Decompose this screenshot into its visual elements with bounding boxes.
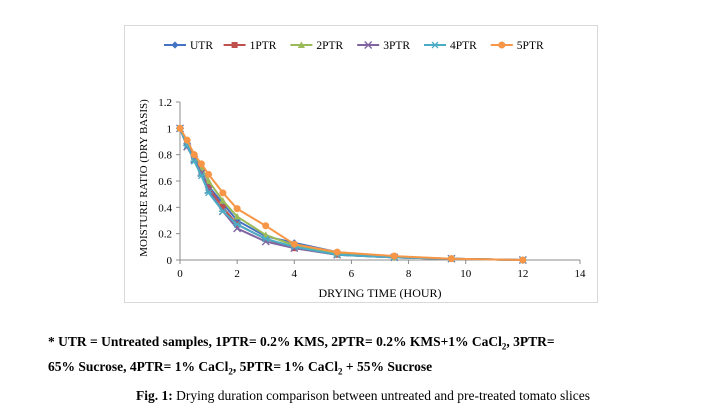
legend-label: 4PTR	[450, 40, 477, 52]
note-sub3: 2	[338, 366, 343, 377]
data-point-5ptr	[190, 151, 198, 159]
legend-item-5ptr: 5PTR	[490, 40, 544, 52]
caption-label: Fig. 1:	[136, 388, 173, 403]
data-point-5ptr	[233, 205, 241, 213]
series-line-5ptr	[179, 127, 523, 261]
data-point-5ptr	[183, 136, 191, 144]
x-tick-label: 4	[292, 268, 298, 280]
data-point-2ptr	[204, 177, 213, 184]
y-tick-label: 1	[167, 123, 173, 135]
legend-marker	[364, 41, 373, 49]
series-line-1ptr	[179, 127, 523, 261]
data-point-5ptr	[176, 124, 184, 132]
data-point-5ptr	[447, 255, 455, 263]
legend-marker	[297, 41, 305, 48]
legend-item-1ptr: 1PTR	[223, 40, 277, 52]
series-line-utr	[179, 127, 523, 261]
data-point-4ptr	[218, 207, 227, 215]
x-tick-label: 10	[460, 268, 472, 280]
chart-series	[176, 124, 527, 264]
y-tick-label: 1.2	[158, 97, 172, 109]
data-point-2ptr	[219, 197, 227, 204]
y-tick-label: 0	[167, 255, 173, 267]
data-point-4ptr	[233, 220, 242, 228]
series-3ptr	[176, 124, 527, 264]
legend-item-2ptr: 2PTR	[290, 40, 344, 52]
figure-caption: Fig. 1: Drying duration comparison betwe…	[0, 388, 726, 404]
data-point-4ptr	[204, 189, 213, 197]
data-point-5ptr	[219, 189, 227, 197]
legend-label: UTR	[190, 40, 213, 52]
note-line1b: , 3PTR=	[506, 334, 555, 349]
note-line2a: 65% Sucrose, 4PTR= 1% CaCl	[48, 358, 229, 374]
data-point-1ptr	[219, 204, 226, 211]
legend-label: 2PTR	[316, 40, 343, 52]
data-point-5ptr	[262, 222, 270, 230]
legend-label: 5PTR	[517, 40, 544, 52]
note-sub2: 2	[228, 366, 233, 377]
x-tick-label: 12	[517, 268, 528, 280]
data-point-5ptr	[197, 160, 205, 168]
legend-label: 1PTR	[250, 40, 277, 52]
chart-axes: 0 2 4 6 8 10 12 14 0 0.2 0.4 0.6 0.8 1 1.2	[158, 97, 586, 280]
x-tick-label: 6	[349, 268, 355, 280]
data-point-5ptr	[519, 256, 527, 264]
legend-label: 3PTR	[383, 40, 410, 52]
legend-marker	[171, 41, 179, 49]
data-point-5ptr	[333, 248, 341, 256]
series-4ptr	[176, 124, 527, 264]
legend-marker	[498, 41, 506, 49]
series-line-4ptr	[179, 127, 523, 261]
x-tick-label: 14	[575, 268, 587, 280]
chart-legend: UTR 1PTR 2PTR 3PTR 4PTR 5PTR	[164, 40, 544, 52]
legend-marker	[231, 42, 238, 48]
y-tick-label: 0.6	[158, 176, 172, 188]
abbreviation-note: * UTR = Untreated samples, 1PTR= 0.2% KM…	[48, 332, 688, 381]
legend-marker	[431, 41, 439, 49]
legend-item-3ptr: 3PTR	[357, 40, 410, 52]
legend-item-4ptr: 4PTR	[424, 40, 477, 52]
series-line-2ptr	[179, 127, 523, 261]
data-point-5ptr	[290, 240, 298, 248]
data-point-5ptr	[205, 170, 213, 178]
series-5ptr	[176, 124, 527, 264]
series-2ptr	[176, 124, 527, 263]
x-tick-label: 8	[406, 268, 412, 280]
note-line1: * UTR = Untreated samples, 1PTR= 0.2% KM…	[48, 334, 502, 349]
data-point-2ptr	[233, 212, 241, 220]
y-tick-label: 0.2	[158, 229, 172, 241]
x-tick-label: 2	[234, 268, 240, 280]
series-1ptr	[177, 125, 526, 263]
x-axis-label: DRYING TIME (HOUR)	[318, 286, 441, 300]
legend-item-utr: UTR	[164, 40, 213, 52]
moisture-ratio-chart: 0 2 4 6 8 10 12 14 0 0.2 0.4 0.6 0.8 1 1.2 UTR 1PTR 2PTR…	[138, 40, 586, 300]
data-point-4ptr	[197, 172, 206, 180]
y-tick-label: 0.8	[158, 150, 172, 162]
data-point-5ptr	[390, 252, 398, 260]
data-point-4ptr	[190, 157, 199, 165]
series-line-3ptr	[179, 127, 523, 261]
x-tick-label: 0	[177, 268, 183, 280]
data-point-4ptr	[261, 235, 270, 243]
note-line2c: + 55% Sucrose	[342, 358, 433, 374]
y-axis-label: MOISTURE RATIO (DRY BASIS)	[138, 99, 150, 257]
note-line2b: , 5PTR= 1% CaCl	[232, 358, 339, 374]
y-tick-label: 0.4	[158, 202, 172, 214]
series-utr	[176, 124, 527, 264]
caption-text: Drying duration comparison between untre…	[172, 388, 590, 403]
note-sub1: 2	[501, 341, 507, 352]
